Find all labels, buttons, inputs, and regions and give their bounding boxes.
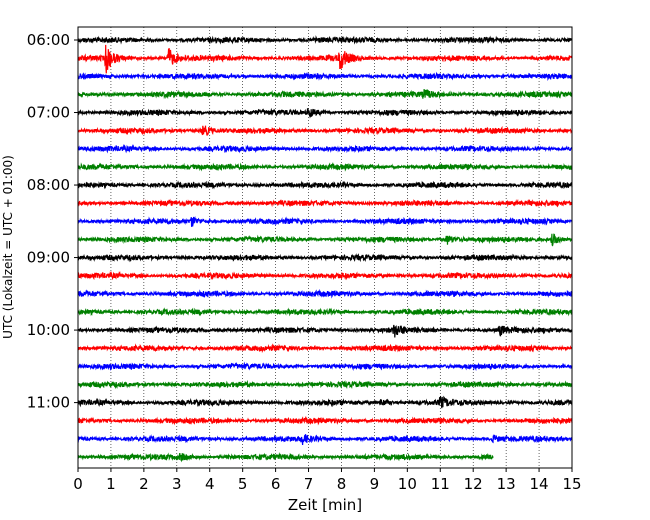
y-axis-label: UTC (Lokalzeit = UTC + 01:00) bbox=[1, 155, 15, 339]
x-tick-label: 6 bbox=[271, 475, 281, 493]
x-tick-label: 3 bbox=[172, 475, 182, 493]
x-axis-ticks: 0 1 2 3 4 5 6 7 8 9 10 11 12 13 14 15 bbox=[73, 468, 582, 493]
x-tick-label: 2 bbox=[139, 475, 149, 493]
trace-line bbox=[77, 35, 573, 45]
trace-line bbox=[77, 233, 573, 247]
trace-line bbox=[77, 452, 494, 463]
x-tick-label: 8 bbox=[337, 475, 347, 493]
x-tick-label: 1 bbox=[106, 475, 116, 493]
plot-frame bbox=[77, 26, 573, 469]
trace-line bbox=[77, 215, 573, 227]
trace-line bbox=[77, 44, 573, 74]
trace-line bbox=[77, 288, 573, 299]
x-tick-label: 15 bbox=[562, 475, 581, 493]
y-tick-label: 10:00 bbox=[27, 321, 70, 339]
x-tick-label: 5 bbox=[238, 475, 248, 493]
trace-line bbox=[77, 180, 573, 190]
x-tick-label: 10 bbox=[398, 475, 417, 493]
y-tick-label: 07:00 bbox=[27, 104, 70, 122]
y-tick-label: 06:00 bbox=[27, 31, 70, 49]
x-tick-label: 7 bbox=[304, 475, 314, 493]
trace-line bbox=[77, 161, 573, 172]
y-tick-label: 09:00 bbox=[27, 249, 70, 267]
trace-line bbox=[77, 253, 573, 263]
trace-line bbox=[77, 361, 573, 372]
x-tick-label: 0 bbox=[73, 475, 83, 493]
trace-line bbox=[77, 343, 573, 354]
trace-line bbox=[77, 270, 573, 281]
x-tick-label: 4 bbox=[205, 475, 215, 493]
x-tick-label: 9 bbox=[370, 475, 380, 493]
x-axis-label: Zeit [min] bbox=[288, 496, 362, 514]
trace-line bbox=[77, 144, 573, 154]
x-tick-label: 13 bbox=[497, 475, 516, 493]
trace-line bbox=[77, 379, 573, 390]
trace-line bbox=[77, 198, 573, 208]
y-tick-label: 11:00 bbox=[27, 394, 70, 412]
x-tick-label: 12 bbox=[464, 475, 483, 493]
trace-line bbox=[77, 125, 573, 137]
x-tick-label: 11 bbox=[431, 475, 450, 493]
trace-line bbox=[77, 395, 573, 409]
y-axis-ticks: 06:00 07:00 08:00 09:00 10:00 11:00 bbox=[27, 31, 78, 412]
trace-line bbox=[77, 324, 573, 338]
trace-group bbox=[77, 35, 573, 463]
trace-line bbox=[77, 89, 573, 100]
trace-line bbox=[77, 434, 573, 446]
trace-line bbox=[77, 71, 573, 82]
trace-line bbox=[77, 307, 573, 317]
x-tick-label: 14 bbox=[530, 475, 549, 493]
y-tick-label: 08:00 bbox=[27, 176, 70, 194]
trace-line bbox=[77, 107, 573, 119]
trace-line bbox=[77, 415, 573, 426]
